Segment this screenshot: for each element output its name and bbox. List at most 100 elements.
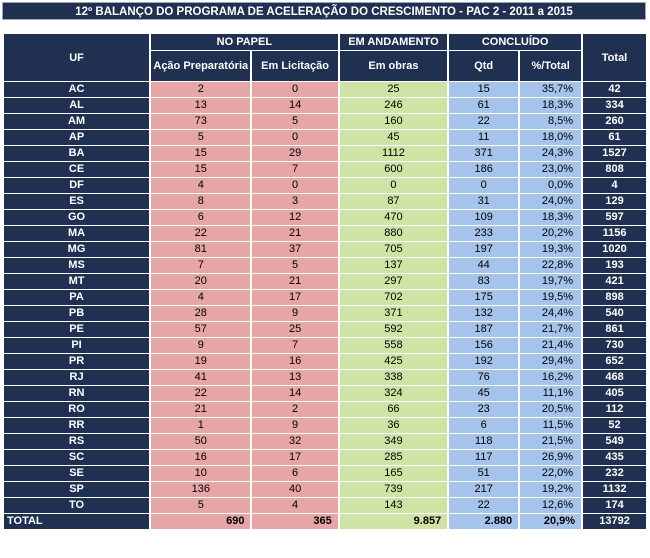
cell-acao-preparatoria: 1 (151, 418, 251, 433)
header-acao-preparatoria: Ação Preparatória (151, 51, 251, 81)
cell-pct-total: 21,7% (520, 322, 582, 337)
cell-pct-total: 29,4% (520, 354, 582, 369)
table-row: MS 7 5 137 44 22,8% 193 (4, 258, 646, 273)
cell-total: 435 (583, 450, 646, 465)
header-pct-total: %/Total (520, 51, 582, 81)
cell-qtd: 175 (449, 290, 519, 305)
cell-pct-total: 19,5% (520, 290, 582, 305)
cell-acao-preparatoria: 22 (151, 226, 251, 241)
cell-em-licitacao: 21 (252, 274, 338, 289)
cell-pct-total: 19,7% (520, 274, 582, 289)
cell-em-licitacao: 16 (252, 354, 338, 369)
cell-em-licitacao: 3 (252, 194, 338, 209)
header-no-papel: NO PAPEL (151, 34, 338, 50)
cell-uf: PI (4, 338, 150, 353)
cell-total: 597 (583, 210, 646, 225)
cell-em-obras: 36 (339, 418, 448, 433)
cell-acao-preparatoria: 5 (151, 498, 251, 513)
cell-em-obras: 1112 (339, 146, 448, 161)
cell-em-obras: 470 (339, 210, 448, 225)
cell-pct-total: 0,0% (520, 178, 582, 193)
cell-uf: RR (4, 418, 150, 433)
cell-total: 334 (583, 98, 646, 113)
cell-acao-preparatoria: 8 (151, 194, 251, 209)
cell-uf: MS (4, 258, 150, 273)
cell-total: 129 (583, 194, 646, 209)
cell-qtd: 192 (449, 354, 519, 369)
cell-em-obras: 338 (339, 370, 448, 385)
cell-qtd: 83 (449, 274, 519, 289)
cell-em-licitacao: 9 (252, 418, 338, 433)
table-row: MA 22 21 880 233 20,2% 1156 (4, 226, 646, 241)
table-row: RO 21 2 66 23 20,5% 112 (4, 402, 646, 417)
cell-pct-total: 18,3% (520, 98, 582, 113)
cell-acao-preparatoria: 20 (151, 274, 251, 289)
cell-qtd: 117 (449, 450, 519, 465)
cell-uf: SP (4, 482, 150, 497)
cell-pct-total: 16,2% (520, 370, 582, 385)
cell-uf: PR (4, 354, 150, 369)
cell-qtd: 109 (449, 210, 519, 225)
cell-qtd: 61 (449, 98, 519, 113)
cell-pct-total: 8,5% (520, 114, 582, 129)
cell-total: 112 (583, 402, 646, 417)
cell-qtd: 31 (449, 194, 519, 209)
cell-uf: TO (4, 498, 150, 513)
cell-acao-preparatoria: 16 (151, 450, 251, 465)
cell-qtd: 233 (449, 226, 519, 241)
cell-qtd: 6 (449, 418, 519, 433)
cell-qtd: 51 (449, 466, 519, 481)
cell-uf: SC (4, 450, 150, 465)
cell-total: 1527 (583, 146, 646, 161)
cell-qtd: 187 (449, 322, 519, 337)
cell-uf: CE (4, 162, 150, 177)
cell-em-obras: 558 (339, 338, 448, 353)
cell-pct-total: 21,5% (520, 434, 582, 449)
table-row: SE 10 6 165 51 22,0% 232 (4, 466, 646, 481)
cell-qtd: 22 (449, 498, 519, 513)
cell-acao-preparatoria: 22 (151, 386, 251, 401)
table-row: RJ 41 13 338 76 16,2% 468 (4, 370, 646, 385)
cell-total: 52 (583, 418, 646, 433)
cell-pct-total: 24,0% (520, 194, 582, 209)
cell-total: 549 (583, 434, 646, 449)
cell-uf: ES (4, 194, 150, 209)
cell-em-obras: 285 (339, 450, 448, 465)
cell-total: 61 (583, 130, 646, 145)
cell-em-licitacao: 0 (252, 130, 338, 145)
total-pct: 20,9% (520, 514, 582, 529)
cell-pct-total: 18,3% (520, 210, 582, 225)
cell-acao-preparatoria: 4 (151, 290, 251, 305)
cell-acao-preparatoria: 21 (151, 402, 251, 417)
cell-uf: MA (4, 226, 150, 241)
cell-qtd: 132 (449, 306, 519, 321)
header-em-obras: Em obras (339, 51, 448, 81)
header-total: Total (583, 34, 646, 81)
cell-em-licitacao: 7 (252, 162, 338, 177)
cell-em-licitacao: 21 (252, 226, 338, 241)
total-qtd: 2.880 (449, 514, 519, 529)
cell-qtd: 44 (449, 258, 519, 273)
cell-em-obras: 160 (339, 114, 448, 129)
table-row: RS 50 32 349 118 21,5% 549 (4, 434, 646, 449)
cell-total: 652 (583, 354, 646, 369)
cell-acao-preparatoria: 19 (151, 354, 251, 369)
cell-acao-preparatoria: 41 (151, 370, 251, 385)
cell-pct-total: 20,2% (520, 226, 582, 241)
cell-uf: RO (4, 402, 150, 417)
cell-em-obras: 45 (339, 130, 448, 145)
cell-total: 193 (583, 258, 646, 273)
cell-uf: GO (4, 210, 150, 225)
cell-qtd: 186 (449, 162, 519, 177)
cell-em-obras: 600 (339, 162, 448, 177)
total-obras: 9.857 (339, 514, 448, 529)
total-acao: 690 (151, 514, 251, 529)
cell-pct-total: 19,3% (520, 242, 582, 257)
cell-uf: AM (4, 114, 150, 129)
cell-em-licitacao: 0 (252, 82, 338, 97)
table-row: PR 19 16 425 192 29,4% 652 (4, 354, 646, 369)
cell-em-licitacao: 25 (252, 322, 338, 337)
cell-acao-preparatoria: 10 (151, 466, 251, 481)
table-row: RR 1 9 36 6 11,5% 52 (4, 418, 646, 433)
cell-em-licitacao: 40 (252, 482, 338, 497)
